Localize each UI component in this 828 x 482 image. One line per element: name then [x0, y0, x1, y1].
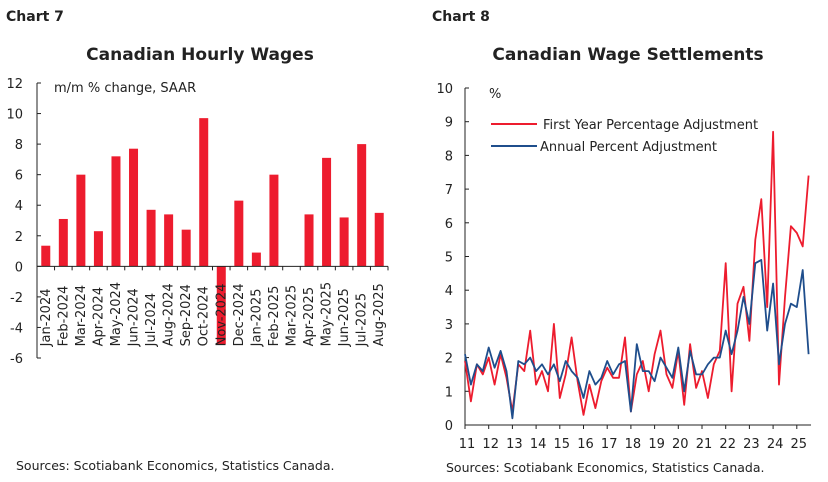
y-tick-label: 7: [445, 183, 453, 198]
x-tick-label: May-2024: [109, 282, 124, 346]
chart8-label: Chart 8: [432, 9, 490, 25]
y-tick-label: 4: [445, 284, 453, 299]
y-tick-label: 2: [15, 230, 23, 245]
bar: [76, 174, 86, 267]
y-tick-label: 8: [445, 149, 453, 164]
bar: [164, 214, 174, 267]
x-tick-label: Jun-2024: [127, 288, 142, 347]
y-tick-label: 0: [445, 419, 453, 434]
x-tick-label: Feb-2024: [56, 286, 71, 347]
y-tick-label: 1: [445, 385, 453, 400]
bar: [111, 156, 121, 267]
x-tick-label: Aug-2025: [372, 283, 387, 346]
x-tick-label: 25: [791, 437, 808, 452]
x-tick-label: 18: [625, 437, 642, 452]
x-tick-label: Mar-2025: [284, 285, 299, 346]
bar: [216, 266, 226, 345]
x-tick-label: Jun-2025: [337, 288, 352, 347]
x-tick-label: 22: [719, 437, 736, 452]
x-tick-label: 20: [672, 437, 689, 452]
x-tick-label: Jul-2024: [144, 293, 159, 347]
x-tick-label: Apr-2025: [302, 287, 317, 346]
y-tick-label: 5: [445, 251, 453, 266]
y-tick-label: -2: [10, 291, 23, 306]
x-tick-label: Dec-2024: [232, 283, 247, 346]
bar: [146, 209, 156, 267]
bar: [199, 118, 209, 267]
x-tick-label: May-2025: [320, 282, 335, 346]
x-tick-label: Jan-2025: [249, 289, 264, 348]
bar: [129, 148, 139, 267]
bar: [41, 245, 51, 267]
bar: [251, 252, 261, 267]
x-tick-label: Jan-2024: [39, 289, 54, 348]
x-tick-label: 13: [506, 437, 523, 452]
bar: [374, 212, 384, 267]
bar: [339, 217, 349, 267]
chart8-source: Sources: Scotiabank Economics, Statistic…: [446, 460, 764, 475]
bar: [234, 200, 244, 267]
x-tick-label: 23: [743, 437, 760, 452]
x-tick-label: 14: [530, 437, 547, 452]
y-tick-label: -4: [10, 321, 23, 336]
bar: [304, 214, 314, 267]
x-tick-label: Aug-2024: [162, 283, 177, 346]
x-tick-label: 15: [554, 437, 571, 452]
y-tick-label: 12: [6, 77, 23, 92]
bar: [357, 144, 367, 267]
bar: [93, 231, 103, 267]
y-tick-label: 6: [15, 169, 23, 184]
x-tick-label: Jul-2025: [355, 293, 370, 347]
x-tick-label: 17: [601, 437, 618, 452]
bar: [58, 218, 68, 267]
y-tick-label: 0: [15, 260, 23, 275]
y-tick-label: 4: [15, 199, 23, 214]
chart7-title: Canadian Hourly Wages: [86, 45, 314, 65]
x-tick-label: Nov-2024: [214, 284, 229, 347]
x-tick-label: 19: [648, 437, 665, 452]
chart7-label: Chart 7: [6, 9, 64, 25]
y-tick-label: -6: [10, 352, 23, 367]
y-tick-label: 3: [445, 318, 453, 333]
x-tick-label: Mar-2024: [74, 285, 89, 346]
y-tick-label: 9: [445, 116, 453, 131]
chart7-source: Sources: Scotiabank Economics, Statistic…: [16, 458, 334, 473]
series-line: [464, 258, 810, 420]
chart8-ylabel: %: [489, 87, 501, 102]
bar: [269, 174, 279, 267]
y-tick-label: 10: [6, 108, 23, 123]
y-tick-label: 2: [445, 352, 453, 367]
x-tick-label: 24: [767, 437, 784, 452]
bar: [322, 157, 332, 267]
x-tick-label: 16: [577, 437, 594, 452]
y-tick-label: 6: [445, 217, 453, 232]
legend-first-year: First Year Percentage Adjustment: [543, 118, 758, 133]
legend-annual: Annual Percent Adjustment: [540, 140, 717, 155]
x-tick-label: 21: [696, 437, 713, 452]
x-tick-label: Oct-2024: [197, 286, 212, 346]
x-tick-label: Sep-2024: [179, 284, 194, 346]
x-tick-label: 11: [459, 437, 476, 452]
chart8-legend: First Year Percentage Adjustment Annual …: [491, 118, 758, 155]
x-tick-label: Feb-2025: [267, 286, 282, 347]
x-tick-label: Apr-2024: [91, 287, 106, 346]
y-tick-label: 10: [436, 82, 453, 97]
bar: [181, 229, 191, 267]
chart7-ylabel: m/m % change, SAAR: [54, 81, 196, 96]
x-tick-label: 12: [482, 437, 499, 452]
y-tick-label: 8: [15, 138, 23, 153]
chart8-title: Canadian Wage Settlements: [492, 45, 763, 65]
